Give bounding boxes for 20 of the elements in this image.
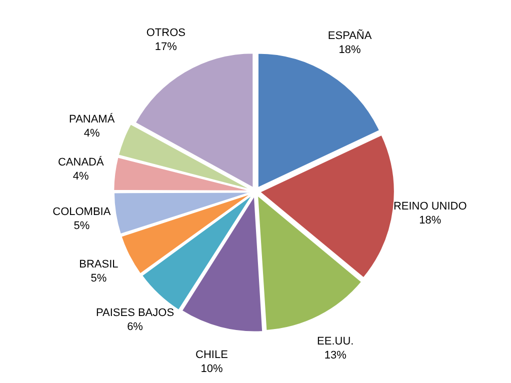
data-label: 18% bbox=[338, 44, 362, 56]
slice-label: CHILE bbox=[196, 349, 228, 361]
slice-label: ESPAÑA bbox=[328, 28, 372, 42]
data-label: 18% bbox=[419, 214, 442, 227]
data-label: 5% bbox=[74, 220, 90, 232]
data-label: 5% bbox=[90, 272, 107, 284]
slice-label: PANAMÁ bbox=[69, 112, 116, 126]
slice-label: OTROS bbox=[146, 27, 186, 40]
data-label: 17% bbox=[154, 41, 178, 54]
slice-label: PAISES BAJOS bbox=[96, 306, 174, 319]
data-label: 10% bbox=[200, 363, 223, 375]
data-label: 4% bbox=[72, 170, 90, 182]
slice-label: REINO UNIDO bbox=[393, 200, 468, 213]
slice-label: BRASIL bbox=[79, 258, 118, 270]
data-label: 6% bbox=[127, 320, 144, 333]
data-label: 13% bbox=[324, 349, 347, 362]
slice-label: CANADÁ bbox=[58, 155, 104, 168]
data-label: 4% bbox=[84, 128, 100, 140]
slice-label: EE.UU. bbox=[317, 335, 354, 348]
slice-label: COLOMBIA bbox=[52, 206, 112, 218]
